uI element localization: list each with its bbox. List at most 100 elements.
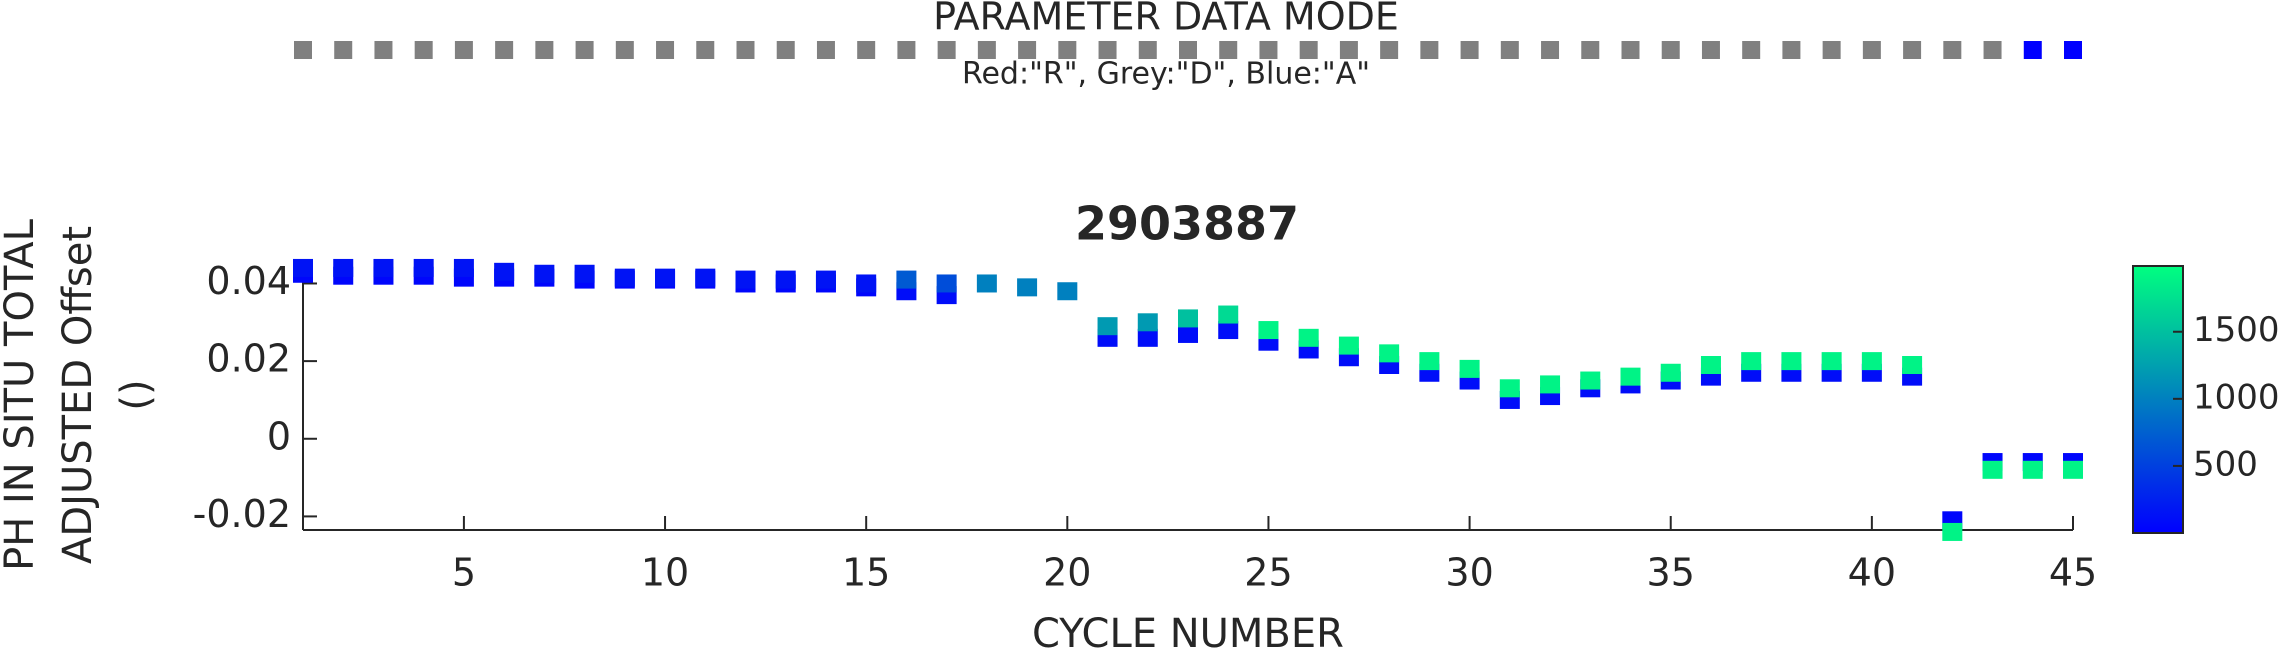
data-point (1700, 356, 1721, 374)
mode-square (1903, 41, 1922, 59)
mode-square (1701, 41, 1720, 59)
data-point (534, 264, 555, 283)
data-point (815, 270, 836, 289)
y-tick-label: -0.02 (193, 492, 291, 536)
data-point (1821, 352, 1842, 371)
mode-square (374, 41, 393, 59)
data-point (1298, 328, 1319, 347)
x-tick-label: 35 (1647, 551, 1695, 595)
mode-square (857, 41, 876, 59)
mode-square (1742, 41, 1761, 59)
chart-title: 2903887 (1075, 197, 1299, 251)
mode-square (334, 41, 353, 59)
y-tick-label: 0.02 (206, 337, 291, 381)
data-point (333, 258, 354, 277)
y-tick-label: 0 (267, 414, 291, 458)
data-point (1982, 460, 2003, 479)
data-point (1178, 324, 1198, 343)
mode-square (1138, 41, 1157, 59)
data-point (1379, 344, 1400, 363)
data-point (1942, 522, 1963, 541)
x-axis-label: CYCLE NUMBER (1032, 611, 1344, 656)
data-point (1017, 278, 1038, 297)
data-point (1540, 375, 1561, 394)
mode-square (575, 41, 594, 59)
mode-square (1661, 41, 1680, 59)
data-point (373, 258, 394, 277)
mode-square (1018, 41, 1037, 59)
x-tick-label: 25 (1244, 551, 1292, 595)
mode-square (1541, 41, 1560, 59)
mode-square (1098, 41, 1117, 59)
data-point (1097, 317, 1118, 336)
x-tick-label: 5 (452, 551, 476, 595)
colorbar-tick-label: 1000 (2193, 377, 2280, 417)
mode-square (1339, 41, 1358, 59)
mode-square (414, 41, 433, 59)
data-point (936, 274, 957, 293)
mode-subtitle: Red:"R", Grey:"D", Blue:"A" (962, 57, 1370, 92)
data-point (574, 264, 595, 283)
y-axis-label-line: PH IN SITU TOTAL (0, 218, 43, 571)
mode-square (2023, 41, 2042, 59)
data-point (896, 270, 917, 289)
data-point (1459, 359, 1480, 378)
mode-square (1058, 41, 1077, 59)
data-point (494, 262, 515, 281)
mode-square (1822, 41, 1841, 59)
x-tick-label: 30 (1445, 551, 1493, 595)
mode-square (454, 41, 473, 59)
x-tick-label: 20 (1043, 551, 1091, 595)
data-point (453, 258, 474, 277)
x-tick-label: 10 (641, 551, 689, 595)
data-point (1419, 352, 1440, 371)
data-point (976, 274, 997, 293)
mode-square (736, 41, 755, 59)
data-point (1137, 313, 1158, 332)
data-point (2022, 460, 2043, 479)
data-point (413, 258, 434, 277)
mode-square (1983, 41, 2002, 59)
mode-square (1420, 41, 1439, 59)
mode-square (696, 41, 715, 59)
data-point (695, 268, 716, 287)
data-point (2063, 460, 2083, 479)
data-point (1660, 363, 1681, 382)
mode-square (2064, 41, 2082, 59)
data-point (1580, 371, 1601, 390)
data-point (1741, 352, 1762, 371)
data-point (1258, 321, 1279, 340)
data-point (614, 268, 635, 287)
mode-square (1380, 41, 1399, 59)
mode-square (1219, 41, 1238, 59)
data-point (856, 274, 877, 293)
data-point (735, 270, 756, 289)
data-point (1902, 356, 1923, 374)
mode-square (1581, 41, 1600, 59)
x-tick-label: 40 (1848, 551, 1896, 595)
y-axis-label-line: ADJUSTED Offset (55, 226, 101, 564)
mode-square (294, 41, 312, 59)
mode-square (977, 41, 996, 59)
mode-square (897, 41, 916, 59)
mode-square (1943, 41, 1962, 59)
x-tick-label: 45 (2049, 551, 2097, 595)
mode-square (495, 41, 514, 59)
mode-square (535, 41, 554, 59)
mode-square (1460, 41, 1479, 59)
data-point (1499, 379, 1520, 398)
data-point (1178, 309, 1198, 328)
mode-square (1500, 41, 1519, 59)
data-point (1620, 367, 1641, 386)
mode-square (1299, 41, 1318, 59)
data-point (1781, 352, 1802, 371)
mode-square (1621, 41, 1640, 59)
data-point (1218, 305, 1239, 324)
y-axis-label-line: () (113, 379, 159, 410)
mode-square (776, 41, 795, 59)
x-tick-label: 15 (842, 551, 890, 595)
data-point (293, 258, 313, 277)
data-point (1338, 336, 1359, 355)
y-tick-label: 0.04 (206, 259, 291, 303)
